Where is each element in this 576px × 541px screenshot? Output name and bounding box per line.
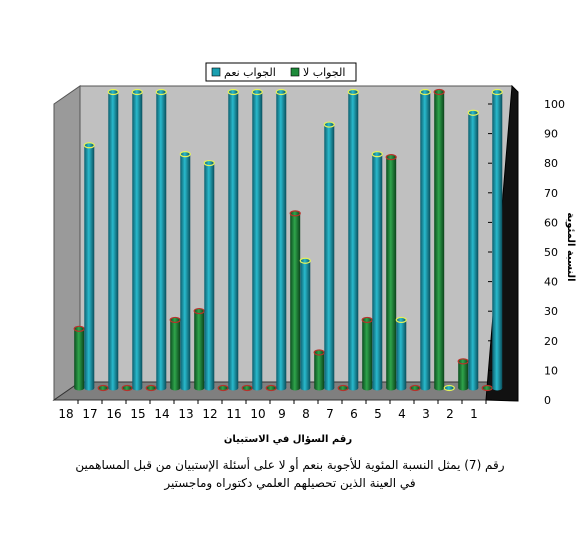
y-tick-label-0: 0 <box>544 394 551 407</box>
bar-no-q7 <box>337 384 349 392</box>
x-tick-label-5: 5 <box>374 407 382 421</box>
x-tick-label-17: 17 <box>82 407 97 421</box>
bar-no-q13 <box>193 307 205 391</box>
y-tick-label-30: 30 <box>544 305 558 318</box>
y-tick-label-70: 70 <box>544 187 558 200</box>
x-tick-label-18: 18 <box>58 407 73 421</box>
x-tick-label-7: 7 <box>326 407 334 421</box>
bar-yes-q14 <box>179 151 191 391</box>
bar-no-q15 <box>145 384 157 392</box>
bar-no-q5 <box>385 154 397 391</box>
x-tick-label-10: 10 <box>250 407 265 421</box>
bar-yes-q18 <box>83 142 95 391</box>
bar-yes-q1 <box>491 88 503 391</box>
bar-yes-q11 <box>251 88 263 391</box>
y-tick-label-10: 10 <box>544 364 558 377</box>
bar-no-q9 <box>289 210 301 391</box>
x-tick-label-16: 16 <box>106 407 121 421</box>
x-tick-label-11: 11 <box>226 407 241 421</box>
x-tick-label-2: 2 <box>446 407 454 421</box>
bar-no-q6 <box>361 316 373 391</box>
y-axis-label: النسبة المئوية <box>565 212 576 281</box>
bar-yes-q10 <box>275 88 287 391</box>
bar-yes-q8 <box>323 121 335 391</box>
y-axis: 0 10 20 30 40 50 60 70 80 90 100 النسبة المئوية <box>488 98 576 407</box>
bar-no-q4 <box>409 384 421 392</box>
bar-yes-q13 <box>203 159 215 391</box>
x-tick-label-8: 8 <box>302 407 310 421</box>
bar-no-q17 <box>97 384 109 392</box>
x-tick-label-6: 6 <box>350 407 358 421</box>
bar-no-q14 <box>169 316 181 391</box>
x-tick-label-14: 14 <box>154 407 169 421</box>
bar-yes-q16 <box>131 88 143 391</box>
bar-no-q2 <box>457 358 469 391</box>
bar-yes-q2 <box>467 109 479 391</box>
legend-label-yes: الجواب نعم <box>224 66 276 79</box>
bar-no-q12 <box>217 384 229 392</box>
bar-yes-q6 <box>371 151 383 391</box>
legend-swatch-yes <box>211 67 221 77</box>
x-tick-label-15: 15 <box>130 407 145 421</box>
bar-yes-q5 <box>395 316 407 391</box>
bar-no-q3 <box>433 88 445 391</box>
legend-box <box>205 62 357 82</box>
x-tick-label-4: 4 <box>398 407 406 421</box>
bar-yes-q3 <box>443 384 455 392</box>
y-tick-label-90: 90 <box>544 128 558 141</box>
y-tick-label-50: 50 <box>544 246 558 259</box>
y-tick-label-60: 60 <box>544 216 558 229</box>
bar-no-q16 <box>121 384 133 392</box>
legend-label-no: الجواب لا <box>303 66 345 79</box>
bar-yes-q4 <box>419 88 431 391</box>
bars-group <box>73 88 503 392</box>
bar-no-q1 <box>481 384 493 392</box>
bar-no-q8 <box>313 349 325 391</box>
x-tick-label-12: 12 <box>202 407 217 421</box>
figure-caption-line1: رقم (7) يمثل النسبة المئوية للأجوبة بنعم… <box>75 458 505 472</box>
bar-yes-q9 <box>299 257 311 391</box>
figure-caption-line2: في العينة الذين تحصيلهم العلمي دكتوراه و… <box>164 476 416 490</box>
x-tick-label-13: 13 <box>178 407 193 421</box>
legend: الجواب نعم الجواب لا <box>205 62 357 82</box>
y-tick-label-100: 100 <box>544 98 565 111</box>
bar-no-q11 <box>241 384 253 392</box>
bar-yes-q12 <box>227 88 239 391</box>
y-tick-label-20: 20 <box>544 335 558 348</box>
legend-swatch-no <box>290 67 300 77</box>
x-tick-label-9: 9 <box>278 407 286 421</box>
bar-no-q18 <box>73 325 85 391</box>
bar-no-q10 <box>265 384 277 392</box>
bar-yes-q15 <box>155 88 167 391</box>
bar-yes-q7 <box>347 88 359 391</box>
x-tick-label-3: 3 <box>422 407 430 421</box>
bar-yes-q17 <box>107 88 119 391</box>
x-tick-label-1: 1 <box>470 407 478 421</box>
x-axis-label: رقم السؤال في الاستبيان <box>224 434 352 445</box>
y-tick-label-40: 40 <box>544 276 558 289</box>
y-tick-label-80: 80 <box>544 157 558 170</box>
